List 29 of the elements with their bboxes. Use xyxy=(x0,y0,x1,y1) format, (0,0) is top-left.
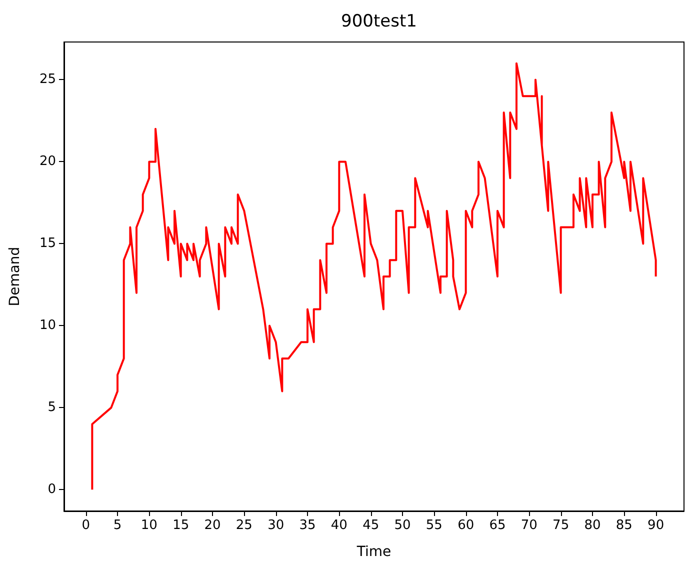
x-tick-label: 10 xyxy=(140,518,158,533)
chart-title: 900test1 xyxy=(341,12,417,32)
y-tick-label: 15 xyxy=(39,236,56,252)
x-tick-label: 15 xyxy=(172,518,190,533)
x-tick-label: 20 xyxy=(204,518,221,533)
x-tick-label: 45 xyxy=(362,518,380,533)
y-tick-label: 20 xyxy=(39,154,56,170)
x-tick-label: 55 xyxy=(426,518,442,533)
x-tick-label: 80 xyxy=(584,518,601,533)
x-axis-title: Time xyxy=(356,544,392,560)
y-tick-label: 0 xyxy=(48,482,56,498)
y-tick-label: 25 xyxy=(39,72,56,88)
x-tick-label: 70 xyxy=(520,518,538,533)
y-tick-label: 5 xyxy=(48,400,56,416)
x-tick-label: 40 xyxy=(330,518,348,533)
x-tick-label: 30 xyxy=(268,518,284,533)
x-tick-label: 0 xyxy=(82,518,90,533)
x-tick-label: 90 xyxy=(648,518,664,533)
x-tick-label: 5 xyxy=(113,518,122,533)
x-tick-label: 85 xyxy=(616,518,632,533)
x-tick-label: 35 xyxy=(299,518,316,533)
x-tick-label: 75 xyxy=(552,518,570,533)
x-tick-label: 50 xyxy=(394,518,411,533)
x-tick-label: 25 xyxy=(236,518,252,533)
line-series xyxy=(91,62,657,491)
y-axis-title: Demand xyxy=(7,246,23,306)
x-tick-label: 60 xyxy=(458,518,474,533)
x-tick-label: 65 xyxy=(489,518,506,533)
y-tick-label: 10 xyxy=(39,318,56,334)
